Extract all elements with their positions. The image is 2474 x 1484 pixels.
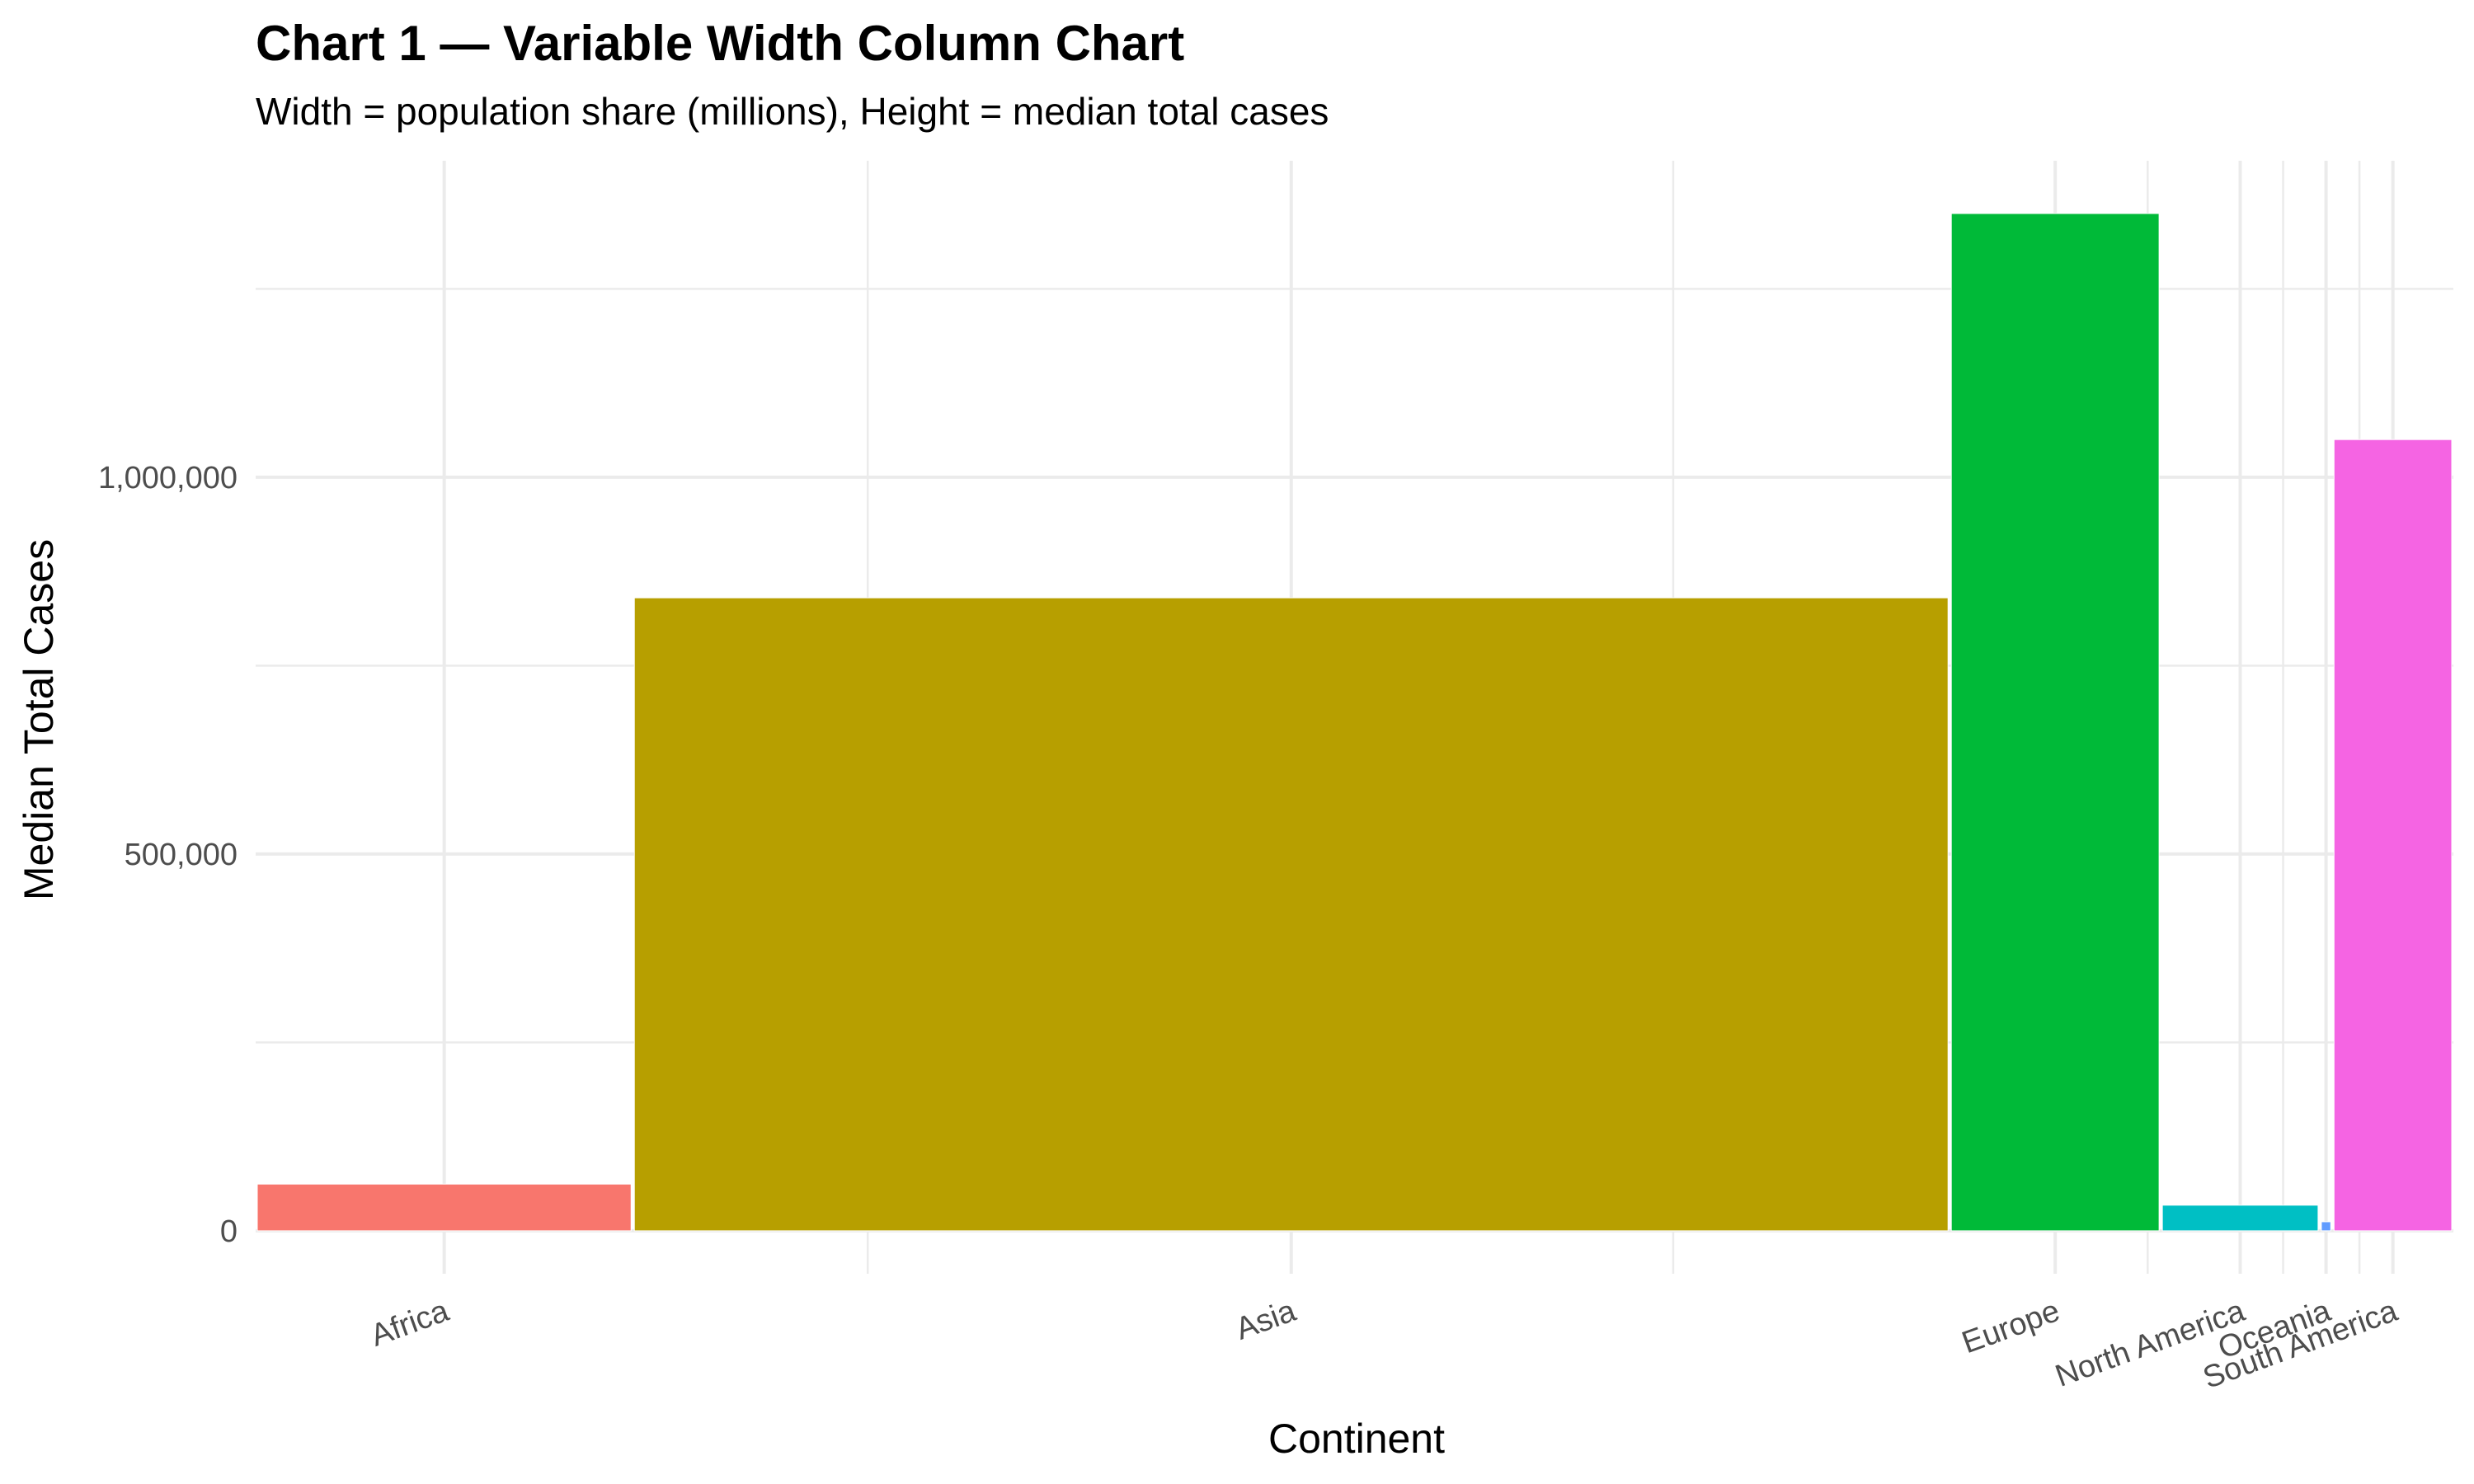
x-tick-label: Africa	[366, 1294, 454, 1354]
bar-asia	[633, 597, 1949, 1232]
bars-layer	[256, 213, 2453, 1232]
y-tick-label: 0	[220, 1214, 238, 1249]
y-axis-title: Median Total Cases	[16, 539, 62, 900]
bar-north-america	[2161, 1205, 2319, 1232]
bar-europe	[1950, 213, 2160, 1232]
y-axis-ticks: 0 500,000 1,000,000	[98, 461, 238, 1249]
x-axis-title: Continent	[1268, 1416, 1445, 1462]
chart-subtitle: Width = population share (millions), Hei…	[256, 90, 1329, 133]
y-tick-label: 500,000	[125, 838, 238, 872]
bar-africa	[256, 1183, 632, 1232]
x-tick-label: Europe	[1958, 1294, 2065, 1360]
y-tick-label: 1,000,000	[98, 461, 238, 495]
bar-oceania	[2321, 1221, 2331, 1232]
x-tick-label: Asia	[1231, 1294, 1301, 1347]
bar-south-america	[2333, 439, 2453, 1232]
chart-title: Chart 1 — Variable Width Column Chart	[256, 16, 1185, 71]
